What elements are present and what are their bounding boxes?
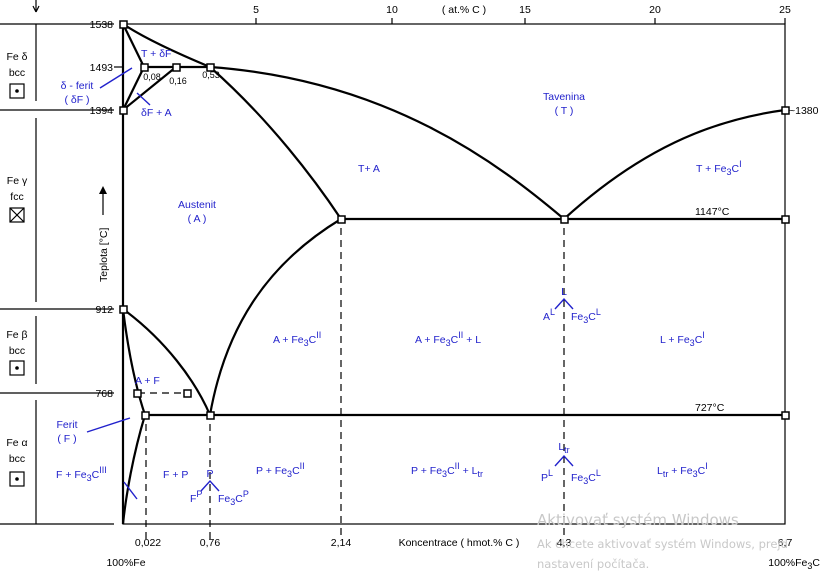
temp-768: 768 [95,388,113,400]
temp-912: 912 [95,304,113,316]
bottom-tick: 4,3 [557,537,572,549]
peritectic-016: 0,16 [169,76,187,86]
top-tick: 15 [519,4,531,16]
diagram-nodes [119,20,790,420]
region-t-df: T + δF [141,48,171,60]
region-t-fe3c: T + Fe3CI [696,159,742,177]
bottom-axis-label: Koncentrace ( hmot.% C ) [399,537,520,549]
label-fp: FP [190,489,202,505]
label-fe3c-l: Fe3CL [571,307,601,325]
region-ltr-fe3c-i: Ltr + Fe3CI [657,461,708,479]
label-fe3c-p: Fe3CP [218,489,249,507]
svg-text:bcc: bcc [9,345,25,357]
label-ltr: Ltr [558,441,569,455]
top-axis-unit: ( at.% C ) [442,4,486,16]
temp-1538: 1538 [90,19,114,31]
label-delta-ferit-abbr: ( δF ) [64,94,89,106]
region-df-a: δF + A [141,107,172,119]
temp-727: 727°C [695,402,725,414]
svg-text:Fe γ: Fe γ [7,175,28,187]
region-p-fe3c-ii: P + Fe3CII [256,461,305,479]
pointer-f-fe3c-iii [123,481,138,500]
temperature-scale: 1538 1493 1394 912 768 [0,0,123,525]
label-100-fe3c: 100%Fe3C [768,557,820,571]
temperature-arrow-head [99,186,107,194]
region-f-fe3c-iii: F + Fe3CIII [56,465,107,483]
split-ltr [554,454,574,467]
region-a-f: A + F [135,375,160,387]
label-ferit: Ferit [57,419,78,431]
fe-alpha-label: Fe α bcc [6,437,28,487]
fe-gamma-label: Fe γ fcc [7,175,28,223]
label-p: P [206,468,213,480]
region-l-fe3c-i: L + Fe3CI [660,330,705,348]
peritectic-008: 0,08 [143,72,161,82]
diagram-frame [122,23,786,525]
peritectic-053: 0,53 [202,70,220,80]
svg-text:fcc: fcc [10,191,23,203]
pointer-df-a [136,92,151,106]
top-tick: 5 [253,4,259,16]
pointer-ferit [86,417,131,433]
label-l: L [561,286,567,298]
windows-activation-watermark: Aktivovať systém Windows Ak chcete aktiv… [537,511,788,571]
temperature-axis-label: Teplota [°C] [98,228,110,282]
svg-text:nastavení počítača.: nastavení počítača. [537,557,649,571]
phase-curves [121,23,786,525]
temp-1380: ~1380 [789,105,819,117]
svg-text:Fe β: Fe β [6,329,27,341]
top-tick: 20 [649,4,661,16]
label-delta-ferit: δ - ferit [61,80,94,92]
top-axis: 5 10 15 20 25 ( at.% C ) [253,4,791,24]
fe-beta-label: Fe β bcc [6,329,28,376]
svg-text:Ak chcete aktivovať systém Win: Ak chcete aktivovať systém Windows, prej… [537,537,788,551]
label-al: AL [543,307,555,323]
label-ferit-abbr: ( F ) [57,433,76,445]
region-a-fe3c-ii-l: A + Fe3CII + L [415,330,481,348]
region-tavenina: Tavenina [543,91,585,103]
svg-text:bcc: bcc [9,67,25,79]
top-tick: 10 [386,4,398,16]
bottom-axis: 0,022 0,76 2,14 4,3 6,7 Koncentrace ( hm… [106,537,820,571]
label-fe3c-l-lower: Fe3CL [571,468,601,486]
region-p-fe3c-ii-ltr: P + Fe3CII + Ltr [411,461,483,479]
label-100-fe: 100%Fe [106,557,145,569]
svg-text:bcc: bcc [9,453,25,465]
region-austenit-abbr: ( A ) [188,213,207,225]
bottom-tick: 0,022 [135,537,161,549]
temp-1147: 1147°C [695,206,730,218]
temp-1394: 1394 [90,105,114,117]
top-tick: 25 [779,4,791,16]
label-pl: PL [541,468,553,484]
svg-text:Fe δ: Fe δ [6,51,27,63]
region-a-fe3c-ii: A + Fe3CII [273,330,321,348]
bottom-tick: 2,14 [331,537,352,549]
region-t-a: T+ A [358,163,380,175]
svg-text:Aktivovať systém Windows: Aktivovať systém Windows [537,511,739,529]
split-p [200,479,220,492]
bottom-tick: 0,76 [200,537,221,549]
svg-text:Fe α: Fe α [6,437,27,449]
fe-delta-label: Fe δ bcc [6,51,28,99]
region-austenit: Austenit [178,199,216,211]
bottom-tick: 6,7 [778,537,793,549]
region-f-p: F + P [163,469,188,481]
split-l [554,297,574,310]
temp-1493: 1493 [90,62,114,74]
region-tavenina-abbr: ( T ) [555,105,574,117]
pointer-delta-ferit [99,67,133,89]
